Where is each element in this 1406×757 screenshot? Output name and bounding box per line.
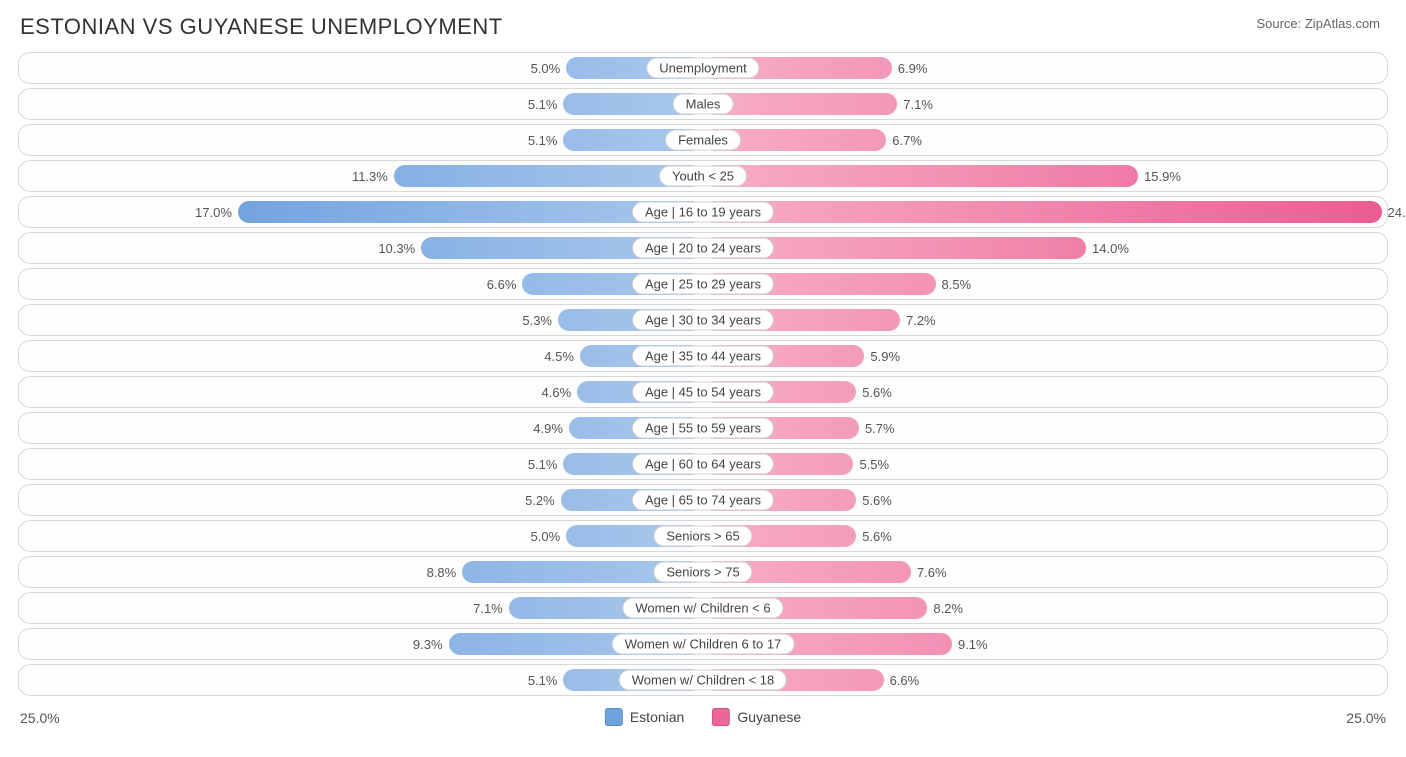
value-estonian: 4.9% — [533, 413, 569, 443]
chart-row: 5.0% 5.6% Seniors > 65 — [18, 520, 1388, 552]
diverging-bar-chart: 5.0% 6.9% Unemployment 5.1% 7.1% Males 5.1% 6.7… — [18, 52, 1388, 696]
category-label: Age | 20 to 24 years — [632, 238, 774, 259]
legend-item-estonian: Estonian — [605, 708, 684, 726]
chart-row: 4.6% 5.6% Age | 45 to 54 years — [18, 376, 1388, 408]
value-estonian: 4.5% — [544, 341, 580, 371]
value-guyanese: 7.1% — [897, 89, 933, 119]
chart-row: 11.3% 15.9% Youth < 25 — [18, 160, 1388, 192]
chart-row: 9.3% 9.1% Women w/ Children 6 to 17 — [18, 628, 1388, 660]
legend-item-guyanese: Guyanese — [712, 708, 801, 726]
source-label: Source: ZipAtlas.com — [1256, 16, 1380, 31]
chart-row: 17.0%24.8%Age | 16 to 19 years — [18, 196, 1388, 228]
value-guyanese: 24.8% — [1382, 197, 1406, 227]
value-guyanese: 5.6% — [856, 377, 892, 407]
value-estonian: 5.3% — [522, 305, 558, 335]
category-label: Age | 60 to 64 years — [632, 454, 774, 475]
chart-row: 5.0% 6.9% Unemployment — [18, 52, 1388, 84]
legend: Estonian Guyanese — [605, 708, 801, 726]
chart-row: 5.3% 7.2% Age | 30 to 34 years — [18, 304, 1388, 336]
bar-estonian — [394, 165, 703, 187]
chart-title: ESTONIAN VS GUYANESE UNEMPLOYMENT — [20, 14, 1388, 40]
chart-row: 5.1% 7.1% Males — [18, 88, 1388, 120]
value-estonian: 5.0% — [531, 521, 567, 551]
legend-label-guyanese: Guyanese — [737, 709, 801, 725]
category-label: Seniors > 65 — [653, 526, 752, 547]
value-estonian: 9.3% — [413, 629, 449, 659]
chart-row: 6.6% 8.5% Age | 25 to 29 years — [18, 268, 1388, 300]
value-estonian: 6.6% — [487, 269, 523, 299]
chart-row: 4.5% 5.9% Age | 35 to 44 years — [18, 340, 1388, 372]
category-label: Youth < 25 — [659, 166, 747, 187]
bar-guyanese — [703, 201, 1382, 223]
chart-row: 5.2% 5.6% Age | 65 to 74 years — [18, 484, 1388, 516]
value-guyanese: 5.9% — [864, 341, 900, 371]
value-guyanese: 6.6% — [884, 665, 920, 695]
legend-swatch-guyanese — [712, 708, 730, 726]
value-guyanese: 15.9% — [1138, 161, 1181, 191]
value-guyanese: 8.2% — [927, 593, 963, 623]
category-label: Age | 30 to 34 years — [632, 310, 774, 331]
chart-row: 4.9% 5.7% Age | 55 to 59 years — [18, 412, 1388, 444]
value-estonian: 7.1% — [473, 593, 509, 623]
value-estonian: 10.3% — [378, 233, 421, 263]
chart-row: 5.1% 6.7% Females — [18, 124, 1388, 156]
value-guyanese: 6.9% — [892, 53, 928, 83]
chart-row: 10.3% 14.0% Age | 20 to 24 years — [18, 232, 1388, 264]
value-guyanese: 9.1% — [952, 629, 988, 659]
value-guyanese: 5.6% — [856, 521, 892, 551]
bar-guyanese — [703, 165, 1138, 187]
category-label: Age | 16 to 19 years — [632, 202, 774, 223]
category-label: Age | 55 to 59 years — [632, 418, 774, 439]
value-guyanese: 14.0% — [1086, 233, 1129, 263]
category-label: Seniors > 75 — [653, 562, 752, 583]
value-guyanese: 6.7% — [886, 125, 922, 155]
axis-max-left: 25.0% — [20, 710, 60, 726]
category-label: Males — [673, 94, 734, 115]
value-guyanese: 8.5% — [936, 269, 972, 299]
value-estonian: 4.6% — [542, 377, 578, 407]
value-estonian: 5.2% — [525, 485, 561, 515]
value-estonian: 5.0% — [531, 53, 567, 83]
category-label: Unemployment — [646, 58, 759, 79]
value-estonian: 5.1% — [528, 89, 564, 119]
value-estonian: 5.1% — [528, 125, 564, 155]
value-estonian: 5.1% — [528, 665, 564, 695]
chart-row: 7.1% 8.2% Women w/ Children < 6 — [18, 592, 1388, 624]
category-label: Age | 35 to 44 years — [632, 346, 774, 367]
value-estonian: 5.1% — [528, 449, 564, 479]
axis-max-right: 25.0% — [1346, 710, 1386, 726]
chart-row: 8.8% 7.6% Seniors > 75 — [18, 556, 1388, 588]
value-estonian: 17.0% — [195, 197, 238, 227]
chart-row: 5.1% 5.5% Age | 60 to 64 years — [18, 448, 1388, 480]
value-guyanese: 7.6% — [911, 557, 947, 587]
legend-label-estonian: Estonian — [630, 709, 684, 725]
value-guyanese: 5.7% — [859, 413, 895, 443]
value-estonian: 11.3% — [352, 161, 394, 191]
value-guyanese: 7.2% — [900, 305, 936, 335]
chart-footer: 25.0% 25.0% Estonian Guyanese — [18, 702, 1388, 738]
chart-row: 5.1% 6.6% Women w/ Children < 18 — [18, 664, 1388, 696]
category-label: Women w/ Children < 6 — [622, 598, 783, 619]
category-label: Age | 25 to 29 years — [632, 274, 774, 295]
value-guyanese: 5.6% — [856, 485, 892, 515]
category-label: Women w/ Children < 18 — [619, 670, 787, 691]
category-label: Age | 45 to 54 years — [632, 382, 774, 403]
category-label: Age | 65 to 74 years — [632, 490, 774, 511]
value-guyanese: 5.5% — [853, 449, 889, 479]
legend-swatch-estonian — [605, 708, 623, 726]
value-estonian: 8.8% — [427, 557, 463, 587]
category-label: Females — [665, 130, 741, 151]
category-label: Women w/ Children 6 to 17 — [612, 634, 795, 655]
